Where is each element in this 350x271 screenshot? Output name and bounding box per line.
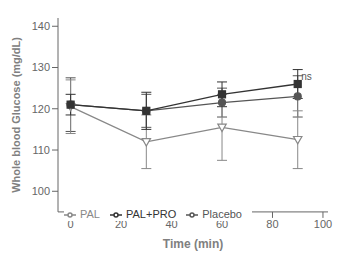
svg-text:20: 20: [115, 218, 127, 230]
svg-text:130: 130: [32, 61, 50, 73]
svg-text:140: 140: [32, 20, 50, 32]
html-text:Placebo: Placebo: [202, 207, 242, 220]
svg-text:ns: ns: [301, 71, 312, 82]
svg-text:60: 60: [216, 218, 228, 230]
svg-text:Time (min): Time (min): [163, 237, 223, 251]
html-text:PAL+PRO: PAL+PRO: [126, 207, 177, 220]
svg-text:120: 120: [32, 103, 50, 115]
svg-text:100: 100: [314, 218, 332, 230]
svg-text:Whole blood Glucose (mg/dL): Whole blood Glucose (mg/dL): [10, 37, 22, 193]
svg-text:110: 110: [32, 144, 50, 156]
svg-text:40: 40: [165, 218, 177, 230]
svg-text:100: 100: [32, 185, 50, 197]
svg-text:80: 80: [266, 218, 278, 230]
html-text:PAL: PAL: [80, 207, 100, 220]
svg-text:0: 0: [68, 218, 74, 230]
